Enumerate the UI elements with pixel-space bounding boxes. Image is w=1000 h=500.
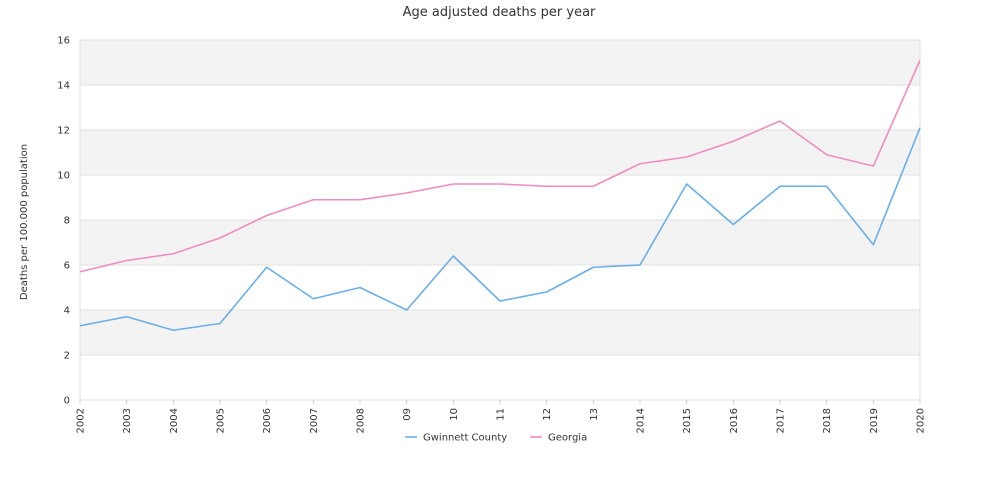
x-tick-label: 2008 [356,408,367,433]
grid-band [80,355,920,400]
grid-bands [80,40,920,400]
y-tick-label: 6 [64,261,70,272]
x-tick-label: 09 [402,408,413,421]
x-tick-label: 2020 [916,408,927,433]
y-tick-label: 14 [57,81,70,92]
grid-band [80,130,920,175]
x-tick-label: 2005 [216,408,227,433]
series-line-georgia [79,59,921,273]
x-tick-label: 2016 [729,408,740,433]
x-tick-label: 2002 [76,408,87,433]
x-tick-label: 2018 [822,408,833,433]
grid-band [80,310,920,355]
grid-band [80,265,920,310]
legend[interactable]: Gwinnett County Georgia [405,433,587,444]
x-tick-label: 2019 [869,408,880,433]
chart-title: Age adjusted deaths per year [403,5,596,20]
x-tick-label: 2017 [776,408,787,433]
legend-item-georgia[interactable]: Georgia [530,433,587,444]
legend-label: Gwinnett County [423,433,507,444]
y-tick-label: 12 [57,126,70,137]
x-tick-label: 12 [542,408,553,421]
x-tick-label: 2006 [262,408,273,433]
grid-band [80,40,920,85]
legend-label: Georgia [548,433,587,444]
x-tick-label: 13 [589,408,600,421]
y-tick-label: 16 [57,36,70,47]
x-tick-label: 2014 [636,408,647,433]
grid-band [80,220,920,265]
x-tick-label: 2003 [122,408,133,433]
x-tick-label: 10 [449,408,460,421]
y-axis: 0 2 4 6 8 10 12 14 16 [57,36,70,407]
x-tick-label: 2004 [169,408,180,433]
x-tick-label: 2007 [309,408,320,433]
grid-band [80,85,920,130]
grid-band [80,175,920,220]
x-tick-label: 11 [496,408,507,421]
y-tick-label: 4 [64,306,70,317]
x-tick-label: 2015 [682,408,693,433]
series-lines [79,59,921,332]
y-tick-label: 8 [64,216,70,227]
y-axis-title: Deaths per 100.000 population [19,144,30,300]
series-line-gwinnett-county [79,127,921,332]
y-tick-label: 0 [64,396,70,407]
y-tick-label: 2 [64,351,70,362]
y-tick-label: 10 [57,171,70,182]
x-axis: 2002 2003 2004 2005 2006 2007 2008 09 10 11 12 13 20… [76,400,927,433]
legend-item-gwinnett-county[interactable]: Gwinnett County [405,433,507,444]
